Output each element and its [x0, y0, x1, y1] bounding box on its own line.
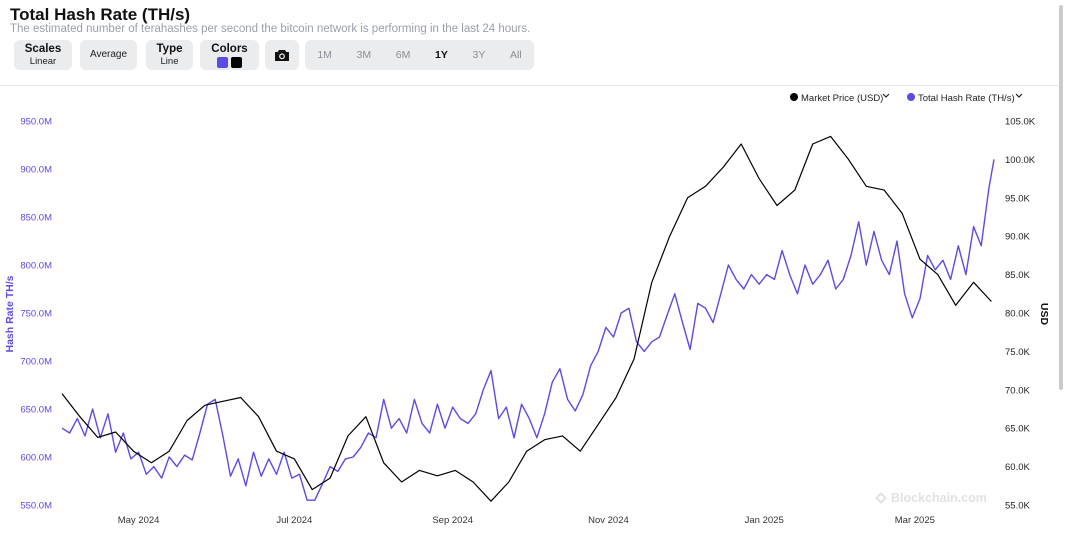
legend-hash-label: Total Hash Rate (TH/s) — [918, 93, 1015, 104]
scales-label: Scales — [24, 43, 62, 55]
x-tick-label: Mar 2025 — [895, 515, 935, 526]
x-tick-label: Nov 2024 — [588, 515, 629, 526]
y-right-tick-label: 95.0K — [1005, 193, 1030, 204]
y-left-tick-label: 750.0M — [20, 309, 52, 320]
page-title: Total Hash Rate (TH/s) — [10, 5, 191, 24]
y-right-tick-label: 65.0K — [1005, 424, 1030, 435]
hash-color-swatch[interactable] — [217, 57, 228, 68]
camera-icon — [275, 49, 289, 61]
range-3y-button[interactable]: 3Y — [472, 49, 486, 61]
range-3m-button[interactable]: 3M — [356, 49, 372, 61]
scrollbar-thumb[interactable] — [1059, 5, 1063, 390]
range-all-button[interactable]: All — [509, 49, 522, 61]
chart-legend: Market Price (USD) Total Hash Rate (TH/s… — [790, 93, 1023, 104]
colors-button[interactable]: Colors — [200, 40, 259, 70]
average-button[interactable]: Average — [80, 40, 137, 70]
chevron-down-icon — [882, 93, 890, 98]
y-left-tick-label: 700.0M — [20, 357, 52, 368]
scales-value: Linear — [29, 56, 57, 67]
x-tick-label: May 2024 — [118, 515, 160, 526]
x-tick-label: Sep 2024 — [432, 515, 473, 526]
chevron-down-icon — [1015, 93, 1023, 98]
type-value: Line — [160, 56, 179, 67]
y-right-tick-label: 55.0K — [1005, 501, 1030, 512]
type-label: Type — [156, 43, 183, 55]
x-tick-label: Jan 2025 — [745, 515, 784, 526]
screenshot-button[interactable] — [265, 40, 299, 70]
page-subtitle: The estimated number of terahashes per s… — [10, 23, 531, 35]
y-axis-right-label: USD — [1038, 303, 1050, 326]
y-axis-left: 550.0M 600.0M 650.0M 700.0M 750.0M 800.0M 850.… — [20, 117, 52, 512]
range-1y-button[interactable]: 1Y — [435, 49, 448, 61]
y-left-tick-label: 800.0M — [20, 261, 52, 272]
hash-rate-series-line — [61, 159, 995, 501]
y-right-tick-label: 80.0K — [1005, 309, 1030, 320]
market-price-series-line — [61, 135, 992, 502]
hash-rate-chart: Market Price (USD) Total Hash Rate (TH/s… — [4, 93, 1050, 526]
range-1m-button[interactable]: 1M — [317, 49, 332, 61]
y-right-tick-label: 85.0K — [1005, 270, 1030, 281]
type-button[interactable]: Type Line — [146, 40, 193, 70]
price-color-swatch[interactable] — [231, 57, 242, 68]
y-left-tick-label: 900.0M — [20, 165, 52, 176]
legend-item-price[interactable]: Market Price (USD) — [790, 93, 890, 104]
x-tick-label: Jul 2024 — [276, 515, 312, 526]
range-6m-button[interactable]: 6M — [395, 49, 411, 61]
colors-label: Colors — [211, 43, 248, 55]
header-divider — [0, 85, 1058, 86]
y-right-tick-label: 70.0K — [1005, 385, 1030, 396]
y-left-tick-label: 850.0M — [20, 213, 52, 224]
legend-item-hash[interactable]: Total Hash Rate (TH/s) — [907, 93, 1023, 104]
time-range-selector: 1M 3M 6M 1Y 3Y All — [305, 40, 534, 70]
y-left-tick-label: 550.0M — [20, 501, 52, 512]
scales-button[interactable]: Scales Linear — [14, 40, 72, 70]
page-scrollbar[interactable] — [1058, 0, 1064, 533]
watermark: Blockchain.com — [875, 491, 987, 505]
y-right-tick-label: 60.0K — [1005, 462, 1030, 473]
y-left-tick-label: 950.0M — [20, 117, 52, 128]
y-right-tick-label: 100.0K — [1005, 155, 1036, 166]
x-axis: May 2024 Jul 2024 Sep 2024 Nov 2024 Jan 2025… — [118, 515, 935, 526]
blockchain-logo-icon — [875, 492, 887, 504]
watermark-text: Blockchain.com — [891, 491, 987, 505]
average-label: Average — [89, 49, 128, 60]
legend-price-label: Market Price (USD) — [801, 93, 883, 104]
y-left-tick-label: 650.0M — [20, 405, 52, 416]
y-axis-right: 55.0K 60.0K 65.0K 70.0K 75.0K 80.0K 85.0K 90.0K… — [1005, 117, 1036, 512]
y-right-tick-label: 105.0K — [1005, 117, 1036, 128]
y-axis-left-label: Hash Rate TH/s — [4, 275, 16, 352]
y-right-tick-label: 75.0K — [1005, 347, 1030, 358]
y-right-tick-label: 90.0K — [1005, 232, 1030, 243]
y-left-tick-label: 600.0M — [20, 453, 52, 464]
